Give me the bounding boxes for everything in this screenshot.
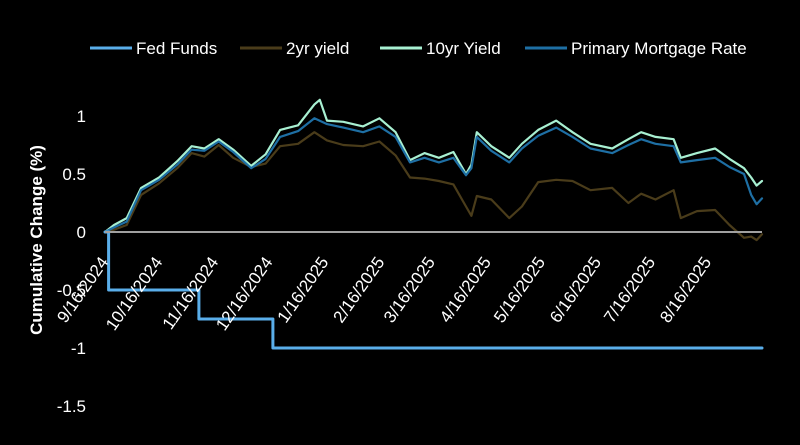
y-axis-ticks: 1 0.5 0 -0.5 -1 -1.5 <box>57 107 86 416</box>
legend-label-fed-funds: Fed Funds <box>136 39 217 58</box>
series-line-primary-mortgage-rate <box>103 117 764 234</box>
y-axis-label: Cumulative Change (%) <box>27 145 46 335</box>
series-line-10yr-yield <box>103 98 764 234</box>
legend-label-10yr-yield: 10yr Yield <box>426 39 501 58</box>
y-tick-label: -0.5 <box>57 281 86 300</box>
y-tick-label: 0.5 <box>62 165 86 184</box>
legend-label-primary-mortgage-rate: Primary Mortgage Rate <box>571 39 747 58</box>
legend: Fed Funds 2yr yield 10yr Yield Primary Mort… <box>90 39 747 58</box>
y-tick-label: 0 <box>77 223 86 242</box>
series-layer <box>103 98 764 350</box>
series-line-fed-funds <box>103 230 764 350</box>
legend-label-2yr-yield: 2yr yield <box>286 39 349 58</box>
y-tick-label: -1.5 <box>57 397 86 416</box>
y-tick-label: -1 <box>71 339 86 358</box>
series-line-2yr-yield <box>103 131 764 242</box>
y-tick-label: 1 <box>77 107 86 126</box>
